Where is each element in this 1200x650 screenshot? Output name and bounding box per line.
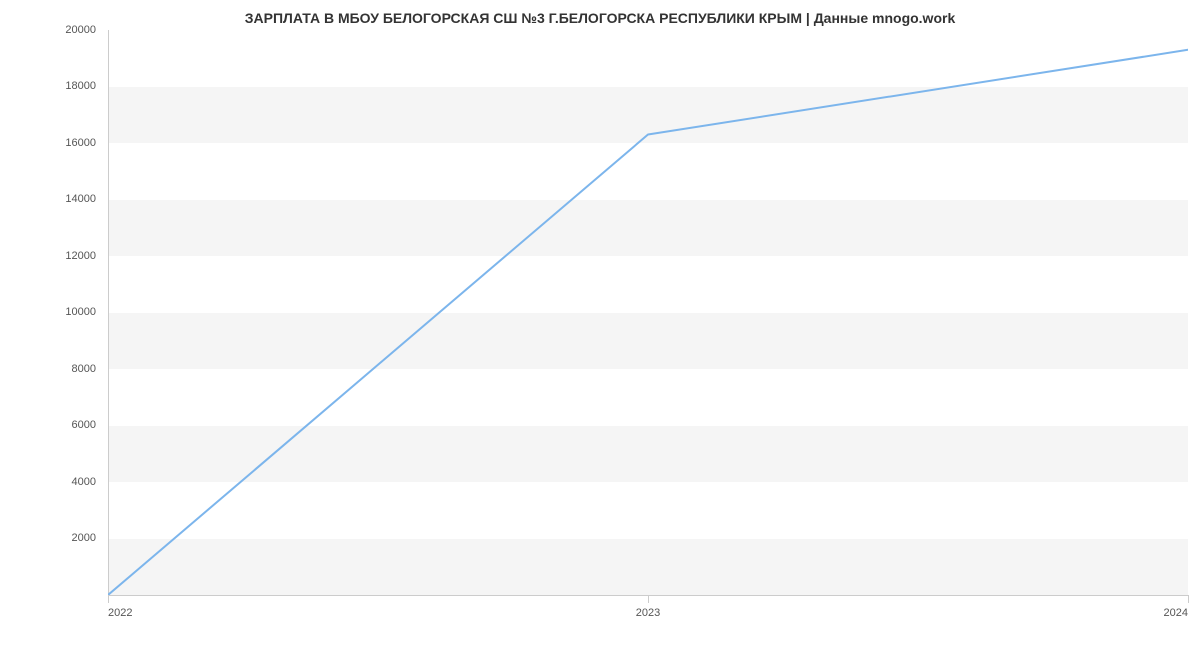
y-tick-label: 6000 — [0, 419, 96, 431]
chart-title: ЗАРПЛАТА В МБОУ БЕЛОГОРСКАЯ СШ №3 Г.БЕЛО… — [0, 10, 1200, 26]
x-tick-mark — [1188, 595, 1189, 603]
y-tick-label: 20000 — [0, 24, 96, 36]
y-tick-label: 2000 — [0, 532, 96, 544]
x-tick-label: 2024 — [1108, 607, 1188, 619]
x-tick-label: 2023 — [608, 607, 688, 619]
y-tick-label: 10000 — [0, 306, 96, 318]
y-tick-label: 4000 — [0, 476, 96, 488]
salary-line-chart: ЗАРПЛАТА В МБОУ БЕЛОГОРСКАЯ СШ №3 Г.БЕЛО… — [0, 0, 1200, 650]
y-tick-label: 8000 — [0, 363, 96, 375]
y-tick-label: 12000 — [0, 250, 96, 262]
x-tick-mark — [648, 595, 649, 603]
plot-area — [108, 30, 1188, 595]
line-series-layer — [108, 30, 1188, 595]
x-tick-label: 2022 — [108, 607, 188, 619]
y-tick-label: 16000 — [0, 137, 96, 149]
x-tick-mark — [108, 595, 109, 603]
series-line-salary — [108, 50, 1188, 595]
y-tick-label: 18000 — [0, 80, 96, 92]
y-tick-label: 14000 — [0, 193, 96, 205]
